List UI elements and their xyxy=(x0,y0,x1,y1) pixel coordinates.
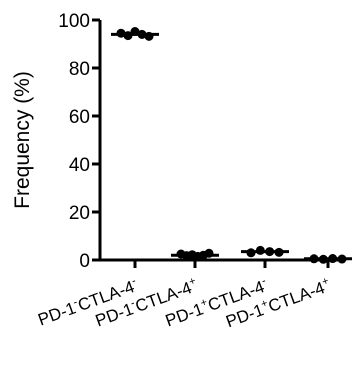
y-tick-label: 20 xyxy=(69,203,90,224)
category-label-part: + xyxy=(199,296,209,309)
category-label-part: PD-1 xyxy=(36,298,79,329)
category-label-part: + xyxy=(320,275,330,288)
category-label-part: - xyxy=(130,275,138,288)
category-label-part: CTLA-4 xyxy=(266,278,328,316)
y-tick-labels: 0 20 40 60 80 100 xyxy=(58,11,90,272)
y-tick-label: 0 xyxy=(79,251,90,272)
axes xyxy=(92,18,345,268)
category-label-part: + xyxy=(187,275,197,288)
y-tick-label: 40 xyxy=(69,155,90,176)
data-marks xyxy=(111,27,352,264)
y-tick-label: 80 xyxy=(69,59,90,80)
y-tick-label: 100 xyxy=(58,11,90,32)
category-labels: PD-1-CTLA-4-PD-1-CTLA-4+PD-1+CTLA-4-PD-1… xyxy=(36,275,331,332)
category-label-part: + xyxy=(259,297,269,310)
category-label-part: - xyxy=(129,297,137,310)
category-label-part: - xyxy=(260,275,268,288)
category-label-part: - xyxy=(72,296,80,309)
y-tick-label: 60 xyxy=(69,107,90,128)
y-axis-title: Frequency (%) xyxy=(11,71,34,209)
